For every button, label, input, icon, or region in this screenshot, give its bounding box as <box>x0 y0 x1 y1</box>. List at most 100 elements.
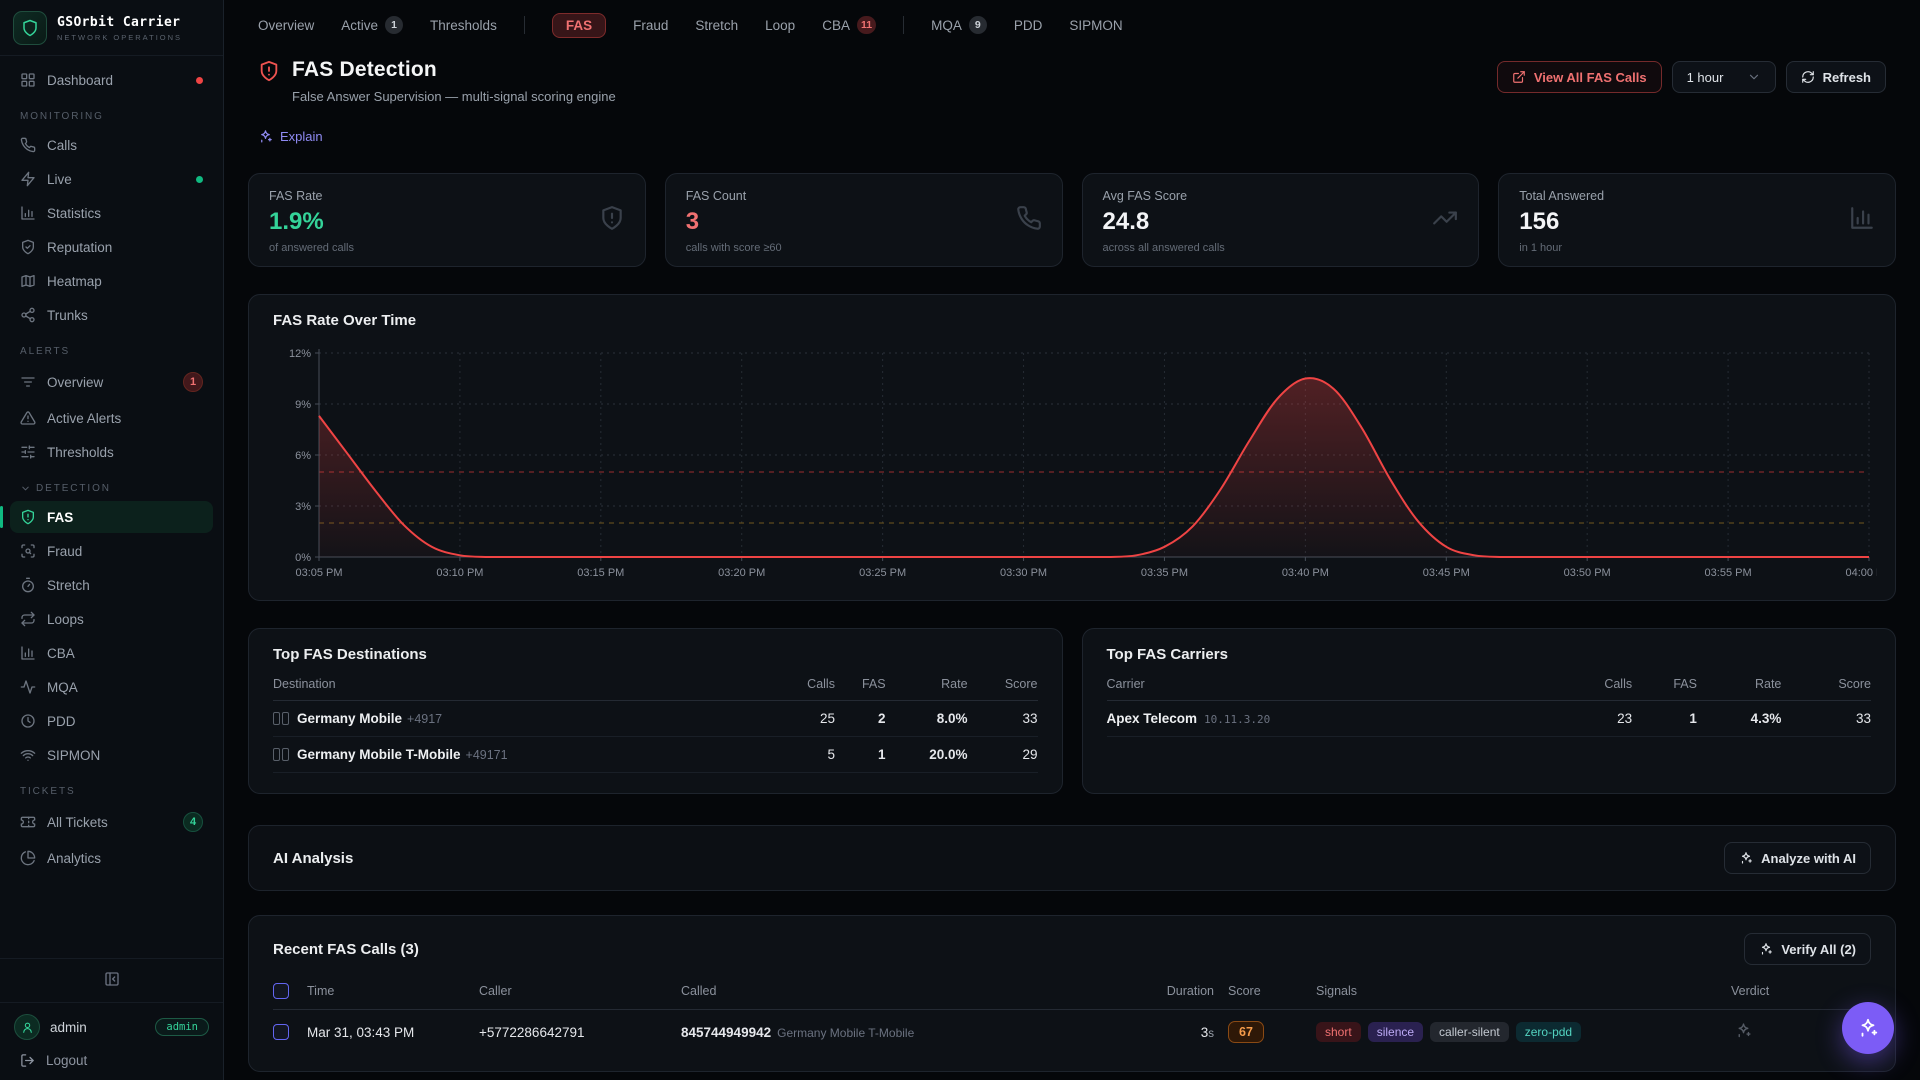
sparkles-icon <box>1861 1018 1878 1037</box>
alert-triangle-icon <box>20 411 36 425</box>
phone-icon <box>20 137 36 153</box>
sidebar-nav: Dashboard MONITORING Calls Live Statistics Re… <box>0 56 223 958</box>
verify-call-button[interactable] <box>1735 1022 1752 1042</box>
activity-icon <box>20 680 36 694</box>
tab-fraud[interactable]: Fraud <box>633 17 669 33</box>
call-called: 845744949942 Germany Mobile T-Mobile <box>681 1024 915 1040</box>
sidebar-item-thresholds[interactable]: Thresholds <box>10 436 213 468</box>
sidebar-item-overview[interactable]: Overview 1 <box>10 364 213 400</box>
verify-all-button[interactable]: Verify All (2) <box>1744 933 1871 965</box>
sparkles-icon <box>1742 852 1752 864</box>
sidebar-footer: admin admin Logout <box>0 958 223 1080</box>
timer-icon <box>22 577 34 593</box>
sidebar-item-statistics[interactable]: Statistics <box>10 197 213 229</box>
sidebar-item-heatmap[interactable]: Heatmap <box>10 265 213 297</box>
count-badge: 4 <box>183 812 203 832</box>
sidebar-item-loops[interactable]: Loops <box>10 603 213 635</box>
sidebar-item-active-alerts[interactable]: Active Alerts <box>10 402 213 434</box>
analyze-with-ai-button[interactable]: Analyze with AI <box>1724 842 1871 874</box>
svg-text:03:30 PM: 03:30 PM <box>1000 567 1047 579</box>
time-range-select[interactable]: 1 hour <box>1671 61 1776 93</box>
svg-text:3%: 3% <box>295 501 311 513</box>
sidebar-item-dashboard[interactable]: Dashboard <box>10 64 213 96</box>
tab-mqa[interactable]: MQA 9 <box>931 16 987 34</box>
tab-divider <box>903 16 905 34</box>
top-fas-destinations-card: Top FAS Destinations Destination Calls FAS… <box>248 628 1063 794</box>
sidebar-item-reputation[interactable]: Reputation <box>10 231 213 263</box>
logout-button[interactable]: Logout <box>14 1040 209 1072</box>
sidebar-item-calls[interactable]: Calls <box>10 129 213 161</box>
svg-text:03:50 PM: 03:50 PM <box>1564 567 1611 579</box>
main-content: Overview Active 1 Thresholds FAS Fraud Stretch… <box>224 0 1920 1080</box>
svg-text:03:05 PM: 03:05 PM <box>295 567 342 579</box>
sidebar-item-pdd[interactable]: PDD <box>10 705 213 737</box>
brand-subtitle: NETWORK OPERATIONS <box>57 32 183 42</box>
user-role-badge: admin <box>155 1018 209 1036</box>
explain-link[interactable]: Explain <box>224 104 357 144</box>
country-flag-icon <box>273 748 289 761</box>
sidebar-collapse-button[interactable] <box>102 969 122 992</box>
clock-icon <box>21 714 35 728</box>
select-all-checkbox[interactable] <box>273 983 289 999</box>
ai-analysis-title: AI Analysis <box>273 849 354 867</box>
sidebar-section-detection[interactable]: DETECTION <box>10 470 213 499</box>
signal-badge-silence: silence <box>1367 1022 1424 1042</box>
sidebar-item-stretch[interactable]: Stretch <box>10 569 213 601</box>
stat-value: 156 <box>1519 208 1560 235</box>
status-dot <box>196 76 203 84</box>
tab-thresholds[interactable]: Thresholds <box>430 17 497 33</box>
external-link-icon <box>1513 71 1525 83</box>
tab-pdd[interactable]: PDD <box>1013 17 1043 33</box>
tab-overview[interactable]: Overview <box>258 17 315 33</box>
signal-badge-caller-silent: caller-silent <box>1430 1022 1509 1042</box>
score-badge: 67 <box>1228 1021 1264 1043</box>
signal-badge-zero-pdd: zero-pdd <box>1515 1022 1582 1042</box>
ai-assistant-fab[interactable] <box>1842 1002 1894 1054</box>
tab-sipmon[interactable]: SIPMON <box>1069 17 1123 33</box>
sidebar-item-fraud[interactable]: Fraud <box>10 535 213 567</box>
sliders-icon <box>21 445 35 459</box>
pie-icon <box>20 850 36 866</box>
tab-stretch[interactable]: Stretch <box>695 17 739 33</box>
list-filter-icon <box>21 377 35 387</box>
country-flag-icon <box>273 712 289 725</box>
stat-value: 3 <box>685 208 700 235</box>
fas-rate-chart-card: FAS Rate Over Time 0% 3% 6% 9% 12% 03:05 PM 03… <box>248 294 1896 601</box>
recent-calls-table: Time Caller Called Duration Score Signals Verd… <box>273 973 1871 1054</box>
user-row[interactable]: admin admin <box>14 1014 209 1040</box>
sparkles-icon <box>261 130 272 143</box>
tab-loop[interactable]: Loop <box>765 17 796 33</box>
destination-row[interactable]: Germany Mobile T-Mobile +49171 5 1 20.0% 29 <box>273 736 1038 773</box>
shield-alert-icon <box>258 60 280 104</box>
scan-search-icon <box>21 544 35 558</box>
stat-value: 1.9% <box>269 208 324 235</box>
avatar <box>14 1014 40 1040</box>
sidebar-item-cba[interactable]: CBA <box>10 637 213 669</box>
destination-row[interactable]: Germany Mobile +4917 25 2 8.0% 33 <box>273 700 1038 737</box>
sidebar-item-analytics[interactable]: Analytics <box>10 842 213 874</box>
refresh-button[interactable]: Refresh <box>1785 61 1886 93</box>
row-checkbox[interactable] <box>273 1024 289 1040</box>
sidebar-item-all-tickets[interactable]: All Tickets 4 <box>10 804 213 840</box>
sidebar-item-fas[interactable]: FAS <box>0 501 213 533</box>
sidebar-item-sipmon[interactable]: SIPMON <box>10 739 213 771</box>
sidebar-item-trunks[interactable]: Trunks <box>10 299 213 331</box>
sidebar-section-monitoring: MONITORING <box>20 111 104 122</box>
call-row[interactable]: Mar 31, 03:43 PM +5772286642791 8457449499… <box>273 1010 1871 1054</box>
carrier-row[interactable]: Apex Telecom 10.11.3.20 23 1 4.3% 33 <box>1106 700 1871 737</box>
tab-fas[interactable]: FAS <box>551 12 607 38</box>
tab-cba[interactable]: CBA 11 <box>822 16 877 34</box>
sidebar-item-mqa[interactable]: MQA <box>10 671 213 703</box>
stats-icon <box>21 206 35 220</box>
svg-text:04:00 PM: 04:00 PM <box>1845 567 1877 579</box>
top-fas-carriers-card: Top FAS Carriers Carrier Calls FAS Rate Scor… <box>1081 628 1896 794</box>
view-all-fas-calls-button[interactable]: View All FAS Calls <box>1496 61 1662 93</box>
tab-count-badge: 9 <box>968 16 987 34</box>
tab-active[interactable]: Active 1 <box>341 16 404 34</box>
sidebar-item-live[interactable]: Live <box>10 163 213 195</box>
count-badge: 1 <box>183 372 203 392</box>
svg-text:03:15 PM: 03:15 PM <box>577 567 624 579</box>
refresh-icon <box>1801 71 1814 83</box>
dashboard-icon <box>21 73 35 87</box>
user-name: admin <box>50 1019 87 1035</box>
